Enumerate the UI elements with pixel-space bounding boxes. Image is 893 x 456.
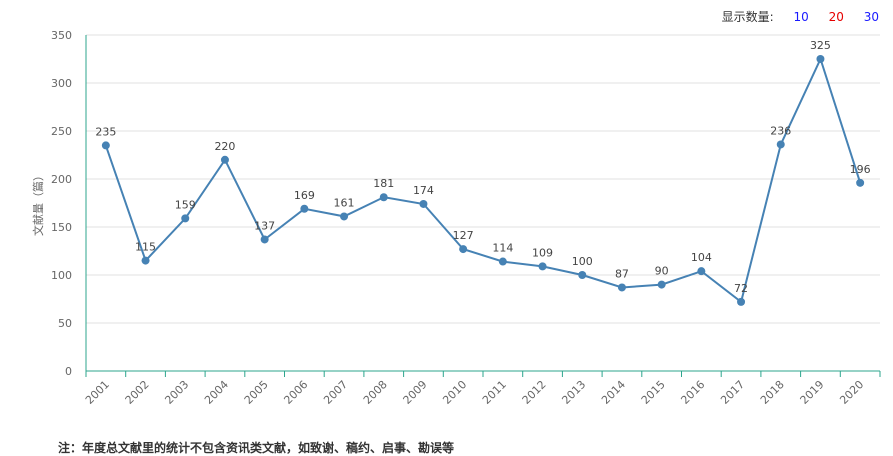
x-tick-label: 2011: [480, 378, 509, 407]
display-count-option-20[interactable]: 20: [828, 10, 844, 24]
data-label: 161: [334, 196, 355, 209]
data-point: [856, 178, 865, 187]
x-tick-label: 2017: [718, 378, 747, 407]
x-tick-label: 2003: [162, 378, 191, 407]
data-label: 235: [95, 125, 116, 138]
y-tick-label: 150: [51, 221, 72, 234]
y-tick-label: 100: [51, 269, 72, 282]
x-tick-label: 2008: [361, 378, 390, 407]
display-count-label: 显示数量:: [721, 10, 774, 24]
x-tick-label: 2020: [837, 378, 866, 407]
data-label: 114: [492, 242, 513, 255]
data-point: [379, 193, 388, 202]
data-point: [181, 214, 190, 223]
x-tick-label: 2018: [758, 378, 787, 407]
data-points: [101, 55, 865, 306]
grid-lines: [86, 34, 880, 324]
data-label: 174: [413, 184, 434, 197]
data-point: [578, 271, 587, 279]
data-point: [340, 212, 349, 221]
x-tick-label: 2012: [520, 378, 549, 407]
data-label: 87: [615, 267, 629, 280]
display-count-selector: 显示数量: 10 20 30: [722, 8, 879, 25]
x-tick-label: 2007: [321, 378, 350, 407]
data-point: [776, 140, 785, 149]
x-tick-label: 2010: [440, 378, 469, 407]
data-point: [498, 257, 507, 266]
x-tick-label: 2019: [798, 378, 827, 407]
y-axis-label: 文献量（篇）: [31, 170, 45, 236]
data-label: 325: [810, 39, 831, 52]
data-point: [101, 141, 110, 150]
data-point: [419, 199, 428, 208]
data-label: 127: [453, 229, 474, 242]
y-tick-label: 350: [51, 29, 72, 42]
data-label: 159: [175, 198, 196, 211]
x-tick-label: 2002: [123, 378, 152, 407]
data-label: 220: [214, 140, 235, 153]
x-tick-label: 2016: [678, 378, 707, 407]
data-labels: 235 115 159 220 137 169 161 181 174 127 114 109 100 8…: [95, 39, 870, 295]
x-tick-label: 2001: [83, 378, 112, 407]
y-tick-label: 300: [51, 77, 72, 90]
data-label: 100: [572, 255, 593, 268]
data-point: [617, 283, 626, 292]
data-point: [737, 297, 746, 306]
x-tick-label: 2013: [559, 378, 588, 407]
data-point: [538, 262, 547, 271]
x-tick-label: 2015: [639, 378, 668, 407]
axes: [85, 35, 880, 372]
data-point: [657, 280, 666, 289]
data-label: 196: [850, 163, 871, 176]
data-label: 169: [294, 189, 315, 202]
data-label: 181: [373, 177, 394, 190]
data-label: 137: [254, 219, 275, 232]
x-tick-label: 2004: [202, 378, 231, 407]
data-label: 90: [655, 265, 669, 278]
y-tick-label: 200: [51, 173, 72, 186]
series-line: [104, 56, 862, 304]
data-point: [697, 267, 706, 276]
data-label: 104: [691, 251, 712, 264]
data-point: [816, 55, 825, 63]
data-point: [220, 155, 229, 164]
x-axis-ticks: 2001 2002 2003 2004 2005 2006 2007 2008 2009 2010…: [83, 371, 881, 407]
display-count-option-30[interactable]: 30: [863, 10, 879, 24]
y-tick-label: 0: [65, 365, 72, 378]
data-label: 115: [135, 241, 156, 254]
data-label: 72: [734, 282, 748, 295]
data-point: [260, 235, 269, 244]
y-tick-label: 50: [58, 317, 72, 330]
data-label: 109: [532, 246, 553, 259]
data-point: [141, 256, 150, 265]
data-point: [459, 245, 468, 254]
y-tick-label: 250: [51, 125, 72, 138]
display-count-option-10[interactable]: 10: [793, 10, 809, 24]
y-axis-ticks: 0 50 100 150 200 250 300 350: [51, 29, 72, 378]
footnote: 注：年度总文献里的统计不包含资讯类文献，如致谢、稿约、启事、勘误等: [58, 441, 455, 455]
x-tick-label: 2006: [281, 378, 310, 407]
x-tick-label: 2014: [599, 378, 628, 407]
x-tick-label: 2009: [401, 378, 430, 407]
data-label: 236: [770, 124, 791, 137]
data-point: [300, 204, 309, 213]
x-tick-label: 2005: [242, 378, 271, 407]
